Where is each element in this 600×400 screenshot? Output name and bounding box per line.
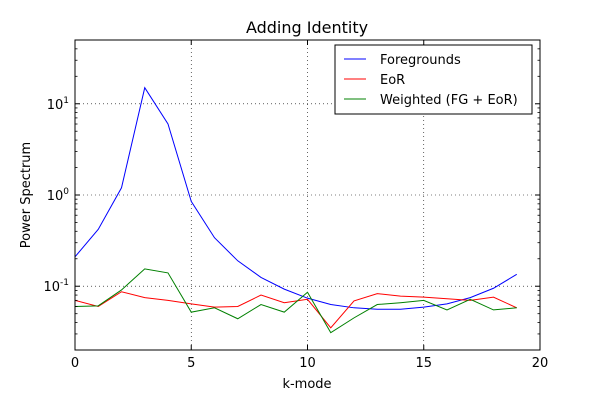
x-tick-label: 0 (71, 356, 79, 371)
legend-label: Foregrounds (380, 53, 461, 68)
legend-box (334, 44, 533, 115)
legend: Foregrounds EoR Weighted (FG + EoR) (334, 44, 533, 115)
y-tick-label: 10-1 (43, 278, 69, 295)
x-tick-label: 10 (299, 356, 316, 371)
series-line-2 (75, 291, 517, 329)
x-axis-label: k-mode (282, 377, 331, 392)
legend-label: EoR (380, 73, 405, 88)
y-tick-label: 100 (47, 187, 70, 204)
legend-label: Weighted (FG + EoR) (380, 93, 518, 108)
y-axis-ticks: 10-1 100 101 (43, 39, 540, 351)
chart-title: Adding Identity (246, 18, 368, 37)
x-tick-label: 20 (532, 356, 549, 371)
grid-lines (75, 40, 540, 350)
x-tick-label: 15 (415, 356, 432, 371)
y-axis-label: Power Spectrum (19, 142, 34, 248)
series-line-1 (75, 86, 518, 310)
series-line-3 (75, 268, 517, 334)
series-lines (75, 86, 518, 334)
y-tick-label: 101 (47, 96, 69, 113)
x-axis-ticks: 0 5 10 15 20 (71, 40, 548, 371)
x-tick-label: 5 (187, 356, 195, 371)
